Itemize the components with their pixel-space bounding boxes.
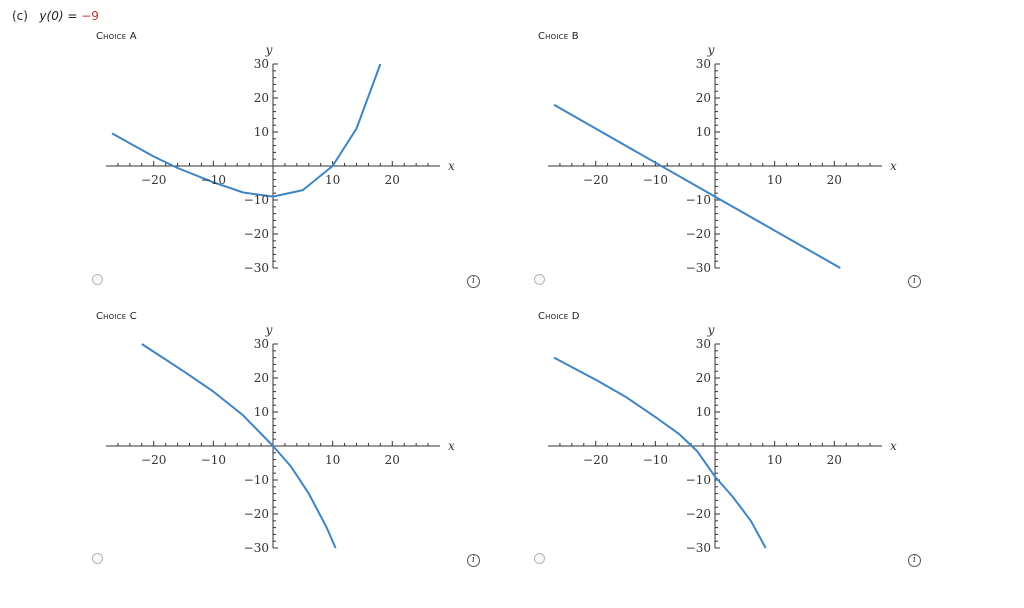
choice-a-y-axis-title: y xyxy=(265,43,273,57)
choice-b-y-tick-label: 10 xyxy=(696,125,711,139)
choice-b-solution-curve xyxy=(553,103,841,269)
choice-b-radio[interactable] xyxy=(534,274,545,285)
choice-c-y-tick-label: 30 xyxy=(254,337,269,351)
choice-c-graph: −20 −10 10 20 30 20 10 −10 −20 −30 x y xyxy=(106,323,455,555)
choice-c-y-tick-label: 10 xyxy=(254,405,269,419)
choice-d-x-axis-title: x xyxy=(890,439,897,453)
choice-b-y-tick-label: −10 xyxy=(686,193,711,207)
choice-a-y-tick-label: 30 xyxy=(254,57,269,71)
choice-b-y-axis-title: y xyxy=(707,43,715,57)
choice-d-x-tick-label: 10 xyxy=(767,453,782,467)
equals-sign: = xyxy=(67,9,78,23)
choice-d-label: Choice D xyxy=(538,311,580,322)
choice-b-x-tick-label: 20 xyxy=(827,173,842,187)
choice-c-label: Choice C xyxy=(96,311,137,322)
choice-b-label: Choice B xyxy=(538,31,579,42)
choice-a-y-tick-label: 10 xyxy=(254,125,269,139)
choice-b-y-tick-label: −30 xyxy=(686,261,711,275)
choice-d-y-tick-label: −30 xyxy=(686,541,711,555)
choice-d-y-tick-label: 30 xyxy=(696,337,711,351)
choice-d-y-tick-label: 20 xyxy=(696,371,711,385)
initial-condition-variable: y(0) xyxy=(39,9,64,23)
choice-b-graph: −20 −10 10 20 30 20 10 −10 −20 −30 x y xyxy=(548,43,897,275)
initial-condition-value: −9 xyxy=(81,9,99,23)
choice-c-y-axis-title: y xyxy=(265,323,273,337)
choice-d-x-tick-label: −10 xyxy=(643,453,668,467)
choice-a-x-tick-label: −20 xyxy=(141,173,166,187)
choice-a-y-tick-label: −20 xyxy=(244,227,269,241)
choice-d-radio[interactable] xyxy=(534,553,545,564)
choice-b-y-tick-label: 20 xyxy=(696,91,711,105)
choice-c-x-tick-label: 10 xyxy=(325,453,340,467)
choice-d-x-tick-label: −20 xyxy=(583,453,608,467)
choice-d-y-axis-title: y xyxy=(707,323,715,337)
choice-a-x-axis-title: x xyxy=(448,159,455,173)
choice-b-x-tick-label: −10 xyxy=(643,173,668,187)
choice-c-y-tick-label: −30 xyxy=(244,541,269,555)
choice-b-y-tick-label: −20 xyxy=(686,227,711,241)
choice-d-solution-curve xyxy=(553,356,767,549)
choice-c-x-axis-title: x xyxy=(448,439,455,453)
choice-c-x-tick-label: −20 xyxy=(141,453,166,467)
choice-c-x-tick-label: −10 xyxy=(201,453,226,467)
choice-b-x-tick-label: −20 xyxy=(583,173,608,187)
choice-c-x-tick-label: 20 xyxy=(385,453,400,467)
choice-a-info-icon[interactable]: i xyxy=(467,275,480,288)
choice-a-graph: −20 −10 10 20 30 20 10 −10 −20 −30 x y xyxy=(106,43,455,275)
choice-c-y-tick-label: −20 xyxy=(244,507,269,521)
choice-c-solution-curve xyxy=(141,343,337,549)
choice-c-info-icon[interactable]: i xyxy=(467,554,480,567)
choice-c-radio[interactable] xyxy=(92,553,103,564)
choice-d-y-tick-label: −20 xyxy=(686,507,711,521)
choice-a-x-tick-label: 10 xyxy=(325,173,340,187)
choice-a-radio[interactable] xyxy=(92,274,103,285)
choice-b-x-tick-label: 10 xyxy=(767,173,782,187)
choice-d-info-icon[interactable]: i xyxy=(908,554,921,567)
choice-a-y-tick-label: −10 xyxy=(244,193,269,207)
choice-d-graph: −20 −10 10 20 30 20 10 −10 −20 −30 x y xyxy=(548,323,897,555)
choice-d-x-tick-label: 20 xyxy=(827,453,842,467)
question-part-label: (c) y(0) = −9 xyxy=(12,9,99,23)
choice-a-y-tick-label: 20 xyxy=(254,91,269,105)
choice-a-x-tick-label: −10 xyxy=(201,173,226,187)
choice-d-y-tick-label: 10 xyxy=(696,405,711,419)
choice-a-solution-curve xyxy=(111,63,382,198)
part-number: (c) xyxy=(12,9,28,23)
choice-c-y-tick-label: 20 xyxy=(254,371,269,385)
choice-c-y-tick-label: −10 xyxy=(244,473,269,487)
choice-a-y-tick-label: −30 xyxy=(244,261,269,275)
choice-a-label: Choice A xyxy=(96,31,137,42)
choice-a-x-tick-label: 20 xyxy=(385,173,400,187)
choice-b-x-axis-title: x xyxy=(890,159,897,173)
choice-b-info-icon[interactable]: i xyxy=(908,275,921,288)
choice-d-y-tick-label: −10 xyxy=(686,473,711,487)
choice-b-y-tick-label: 30 xyxy=(696,57,711,71)
